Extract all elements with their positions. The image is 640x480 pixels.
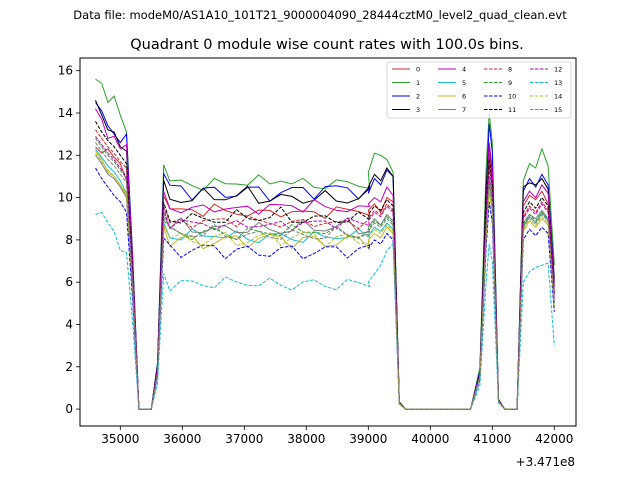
legend-label-3: 3: [416, 106, 420, 114]
y-tick-label: 8: [65, 233, 73, 247]
y-tick-label: 16: [58, 64, 73, 78]
series-line-15: [95, 142, 555, 410]
legend-label-8: 8: [508, 65, 512, 73]
x-tick-label: 38000: [287, 432, 325, 446]
legend-label-0: 0: [416, 65, 420, 73]
x-tick-label: 40000: [411, 432, 449, 446]
legend-label-5: 5: [462, 79, 466, 87]
y-tick-label: 14: [58, 106, 73, 120]
x-tick-label: 39000: [349, 432, 387, 446]
legend-label-15: 15: [554, 106, 562, 114]
legend-label-12: 12: [554, 65, 562, 73]
y-tick-label: 2: [65, 360, 73, 374]
series-line-10: [95, 167, 555, 410]
legend-label-4: 4: [462, 65, 466, 73]
y-axis: 0 2 4 6 8 10 12 14 16: [58, 64, 80, 416]
legend-label-14: 14: [554, 92, 562, 100]
series-line-14: [95, 152, 555, 410]
x-tick-label: 35000: [101, 432, 139, 446]
x-tick-label: 42000: [535, 432, 573, 446]
legend-label-9: 9: [508, 79, 512, 87]
y-tick-label: 10: [58, 191, 73, 205]
legend-frame: [386, 61, 572, 119]
legend-label-10: 10: [508, 92, 516, 100]
x-tick-label: 36000: [163, 432, 201, 446]
legend-label-13: 13: [554, 79, 562, 87]
x-tick-label: 41000: [473, 432, 511, 446]
legend-label-11: 11: [508, 106, 516, 114]
legend-label-6: 6: [462, 92, 466, 100]
y-tick-label: 0: [65, 402, 73, 416]
y-tick-label: 12: [58, 148, 73, 162]
series-layer: [95, 78, 555, 410]
legend-label-2: 2: [416, 92, 420, 100]
series-line-13: [95, 211, 555, 410]
chart-suptitle: Data file: modeM0/AS1A10_101T21_90000040…: [73, 8, 567, 22]
x-offset-label: +3.471e8: [516, 455, 575, 469]
x-axis: 35000 36000 37000 38000 39000 40000 41000 42000: [101, 426, 573, 446]
chart-title: Quadrant 0 module wise count rates with …: [130, 37, 524, 53]
y-tick-label: 4: [65, 317, 73, 331]
legend-label-1: 1: [416, 79, 420, 87]
series-line-12: [95, 136, 555, 410]
legend-label-7: 7: [462, 106, 466, 114]
plot-frame: [79, 57, 577, 427]
x-tick-label: 37000: [225, 432, 263, 446]
y-tick-label: 6: [65, 275, 73, 289]
